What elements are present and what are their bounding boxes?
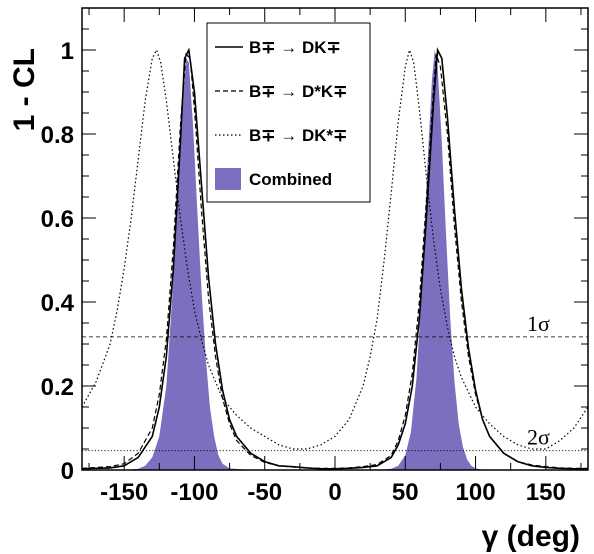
y-tick-label: 0.4 bbox=[41, 290, 75, 317]
x-tick-label: 150 bbox=[526, 479, 566, 506]
axis-ticks bbox=[82, 7, 588, 471]
axis-tick-labels: -150 -100 -50 0 50 100 150 0 0.2 0.4 0.6 0.8 1 bbox=[41, 38, 566, 506]
legend-entries: B∓ → DK∓ B∓ → D*K∓ B∓ → DK*∓ Combined bbox=[215, 38, 347, 190]
series-line-dotted bbox=[81, 47, 589, 450]
reference-label-2sigma: 2σ bbox=[527, 425, 550, 450]
series-line-dashed bbox=[81, 52, 588, 469]
legend: B∓ → DK∓ B∓ → D*K∓ B∓ → DK*∓ Combined bbox=[206, 22, 371, 203]
series-combined-area bbox=[82, 50, 588, 470]
y-tick-label: 0.2 bbox=[41, 374, 74, 401]
y-tick-label: 0.8 bbox=[41, 122, 74, 149]
reference-label-1sigma: 1σ bbox=[527, 311, 550, 336]
x-tick-label: -100 bbox=[170, 479, 218, 506]
legend-label: B∓ → DK*∓ bbox=[249, 126, 347, 145]
y-tick-label: 0.6 bbox=[41, 206, 74, 233]
x-tick-label: -50 bbox=[247, 479, 282, 506]
y-axis-title: 1 - CL bbox=[8, 48, 41, 131]
plot-content: 1σ 2σ bbox=[81, 47, 589, 470]
x-tick-label: 100 bbox=[456, 479, 496, 506]
legend-label: B∓ → DK∓ bbox=[249, 38, 341, 57]
x-axis-title: γ (deg) bbox=[482, 520, 580, 553]
x-tick-label: -150 bbox=[100, 479, 148, 506]
x-tick-label: 0 bbox=[328, 479, 341, 506]
y-tick-label: 0 bbox=[61, 458, 74, 485]
legend-label: Combined bbox=[249, 170, 332, 189]
x-tick-label: 50 bbox=[392, 479, 419, 506]
legend-swatch-combined bbox=[215, 168, 241, 190]
y-tick-label: 1 bbox=[61, 38, 74, 65]
legend-label: B∓ → D*K∓ bbox=[249, 82, 347, 101]
